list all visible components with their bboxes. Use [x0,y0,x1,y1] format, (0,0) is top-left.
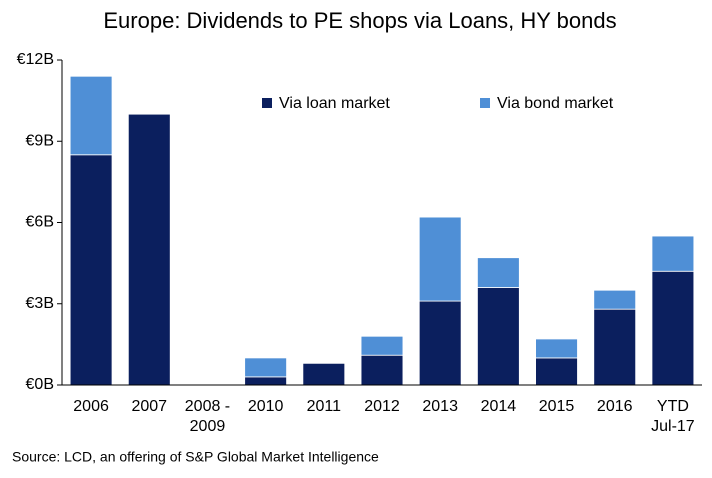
x-tick-label: 2014 [481,398,517,415]
bar-segment [535,357,578,386]
bar-segment [127,113,171,386]
y-tick-label: €0B [26,376,54,393]
y-tick-label: €3B [26,295,54,312]
x-tick-label: 2011 [307,398,342,415]
legend-swatch [262,98,272,108]
x-tick-label: 2007 [131,398,167,415]
x-tick-label: 2006 [73,398,109,415]
x-tick-label: 2016 [597,398,633,415]
bar-segment [593,308,637,386]
bar-segment [244,376,287,386]
bar-segment [244,357,287,378]
chart-title: Europe: Dividends to PE shops via Loans,… [103,8,616,33]
x-tick-label: 2010 [248,398,284,415]
bar-segment [477,287,520,386]
bar-segment [651,235,695,272]
bar-segment [302,362,346,386]
bar-segment [477,257,520,288]
legend-label: Via bond market [497,95,614,112]
x-tick-label: 2008 -2009 [185,398,230,435]
bar-segment [69,75,113,156]
bar-segment [69,154,113,386]
x-tick-label: 2013 [422,398,458,415]
x-tick-label: YTD Jul-17 [651,398,695,435]
bar-segment [593,289,637,310]
bar-segment [418,300,462,386]
bar-segment [651,270,695,386]
bar-segment [418,216,462,302]
x-tick-label: 2012 [364,398,400,415]
bar-segment [535,338,578,359]
y-tick-label: €6B [26,214,54,231]
y-tick-label: €9B [26,132,54,149]
legend-swatch [480,98,490,108]
bar-segment [360,354,404,386]
x-tick-label: 2015 [539,398,575,415]
source-note: Source: LCD, an offering of S&P Global M… [12,449,379,465]
bar-segment [360,335,404,356]
legend-label: Via loan market [279,95,390,112]
y-tick-label: €12B [17,51,54,68]
